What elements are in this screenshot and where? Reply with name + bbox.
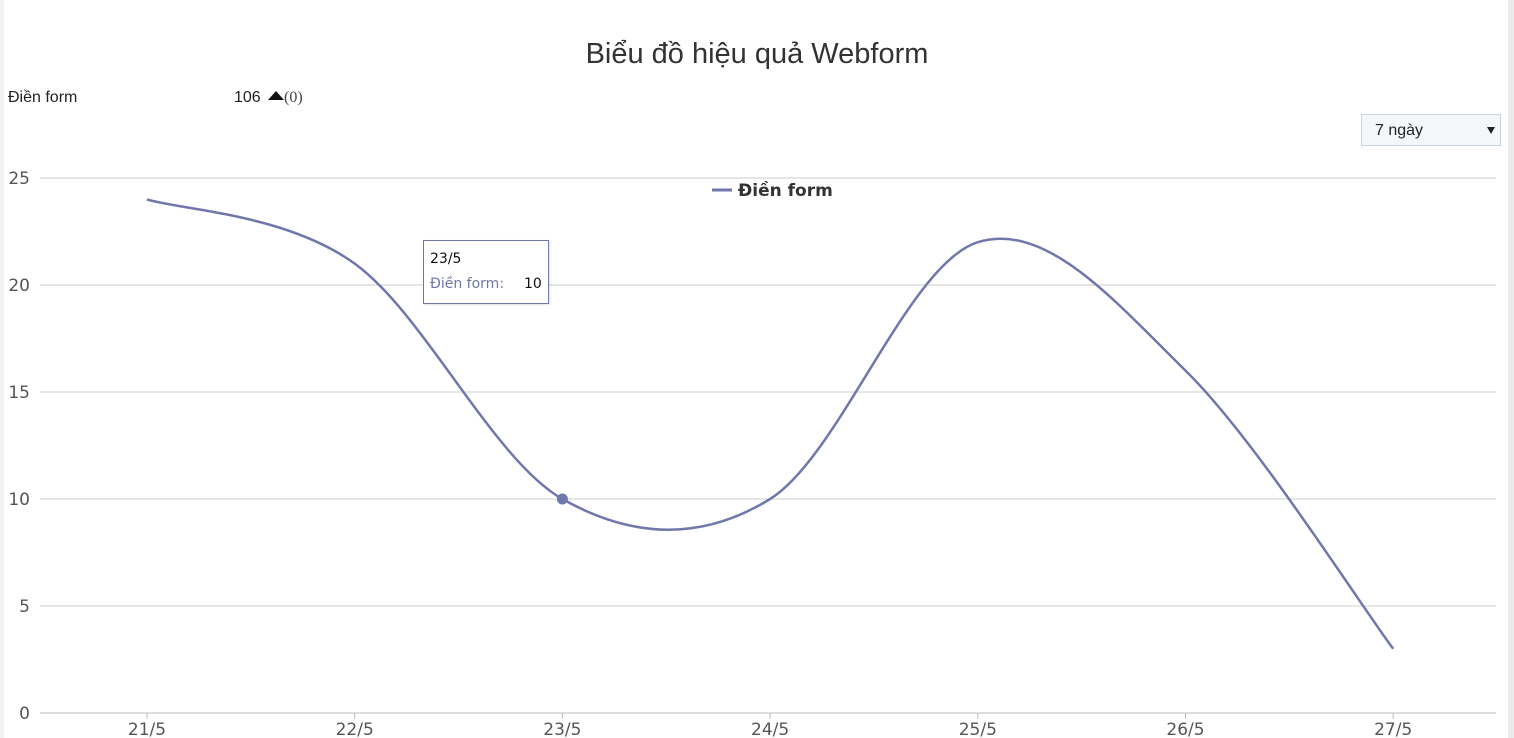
triangle-up-icon — [268, 91, 284, 100]
scrollbar-track[interactable] — [1508, 0, 1514, 738]
y-tick-label: 20 — [8, 276, 30, 296]
x-tick-label: 21/5 — [128, 720, 166, 738]
chevron-down-icon — [1487, 127, 1495, 134]
summary-label: Điền form — [8, 89, 78, 106]
series-line-dien-form — [146, 198, 1395, 650]
y-tick-label: 15 — [8, 383, 30, 403]
y-tick-label: 25 — [8, 169, 30, 189]
tooltip-date: 23/5 — [430, 251, 462, 267]
summary-value: 106 — [234, 89, 261, 106]
page-title: Biểu đồ hiệu quả Webform — [585, 38, 929, 70]
x-tick-label: 25/5 — [959, 720, 997, 738]
x-tick-label: 27/5 — [1374, 720, 1412, 738]
y-tick-label: 0 — [19, 704, 30, 724]
legend-label: Điền form — [738, 180, 833, 201]
x-tick-label: 23/5 — [543, 720, 581, 738]
y-tick-label: 10 — [8, 490, 30, 510]
highlighted-data-point — [556, 493, 568, 505]
summary-change: (0) — [284, 89, 303, 106]
range-select-value: 7 ngày — [1375, 122, 1424, 139]
x-tick-label: 22/5 — [336, 720, 374, 738]
tooltip-series-label: Điền form: — [430, 276, 505, 292]
left-border — [0, 0, 4, 738]
chart-tooltip: 23/5 Điền form: 10 — [423, 240, 549, 304]
x-tick-label: 24/5 — [751, 720, 789, 738]
x-tick-label: 26/5 — [1166, 720, 1204, 738]
tooltip-value: 10 — [524, 276, 542, 292]
y-tick-label: 5 — [19, 597, 30, 617]
range-select[interactable]: 7 ngày — [1361, 114, 1501, 146]
